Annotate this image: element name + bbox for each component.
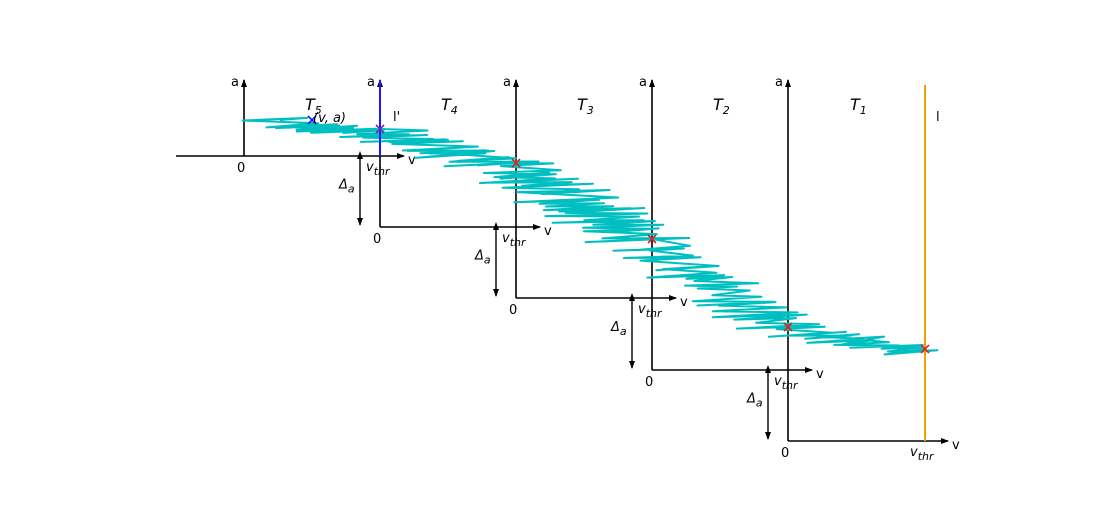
delta-label: Δa [610,320,627,338]
crossing-marker-1 [375,124,385,134]
point-label: (v, a) [313,111,346,126]
a-axis-label: a [231,75,239,90]
cross-stroke [783,322,793,332]
crossing-marker-4 [783,322,793,332]
vthr-label: vthr [910,445,935,463]
cross-stroke [920,344,930,354]
crossing-marker-5 [920,344,930,354]
crossing-markers-group [307,115,930,354]
trajectory-group [241,116,939,356]
cross-stroke [375,124,385,134]
blue-line-label: l' [393,110,400,125]
threshold-lines-group [379,80,926,441]
delta-arrows-group: Δa Δa Δa Δa [338,151,771,440]
a-axis-label: a [367,75,375,90]
delta-label: Δa [746,392,763,410]
a-axis-label: a [639,75,647,90]
segment-title-t5: T5 [305,95,322,117]
vthr-label: vthr [366,160,391,178]
segment-title-t4: T4 [441,95,458,117]
origin-label: 0 [509,303,517,318]
crossing-marker-3 [647,234,657,244]
vthr-label: vthr [774,374,799,392]
axes-group: a v 0 vthr a v 0 vthr a v 0 vthr a v 0 vthr a v 0 vthr [176,75,960,463]
origin-label: 0 [645,375,653,390]
v-axis-label: v [544,224,552,239]
crossing-marker-2 [511,158,521,168]
start-point-marker [307,115,317,125]
v-axis-label: v [952,438,960,453]
segment-title-t3: T3 [577,95,594,117]
orange-line-label: l [936,110,940,125]
segment-title-t2: T2 [713,95,730,117]
cross-stroke [307,115,317,125]
delta-label: Δa [338,178,355,196]
delta-label: Δa [474,249,491,267]
origin-label: 0 [237,161,245,176]
v-axis-label: v [408,153,416,168]
cross-stroke [511,158,521,168]
a-axis-label: a [503,75,511,90]
segment-titles: T5 T4 T3 T2 T1 [305,95,867,117]
origin-label: 0 [781,446,789,461]
trajectory-path [241,116,939,356]
cross-stroke [647,234,657,244]
v-axis-label: v [680,295,688,310]
origin-label: 0 [373,232,381,247]
v-axis-label: v [816,367,824,382]
vthr-label: vthr [502,231,527,249]
vthr-label: vthr [638,302,663,320]
segment-title-t1: T1 [850,95,867,117]
a-axis-label: a [775,75,783,90]
